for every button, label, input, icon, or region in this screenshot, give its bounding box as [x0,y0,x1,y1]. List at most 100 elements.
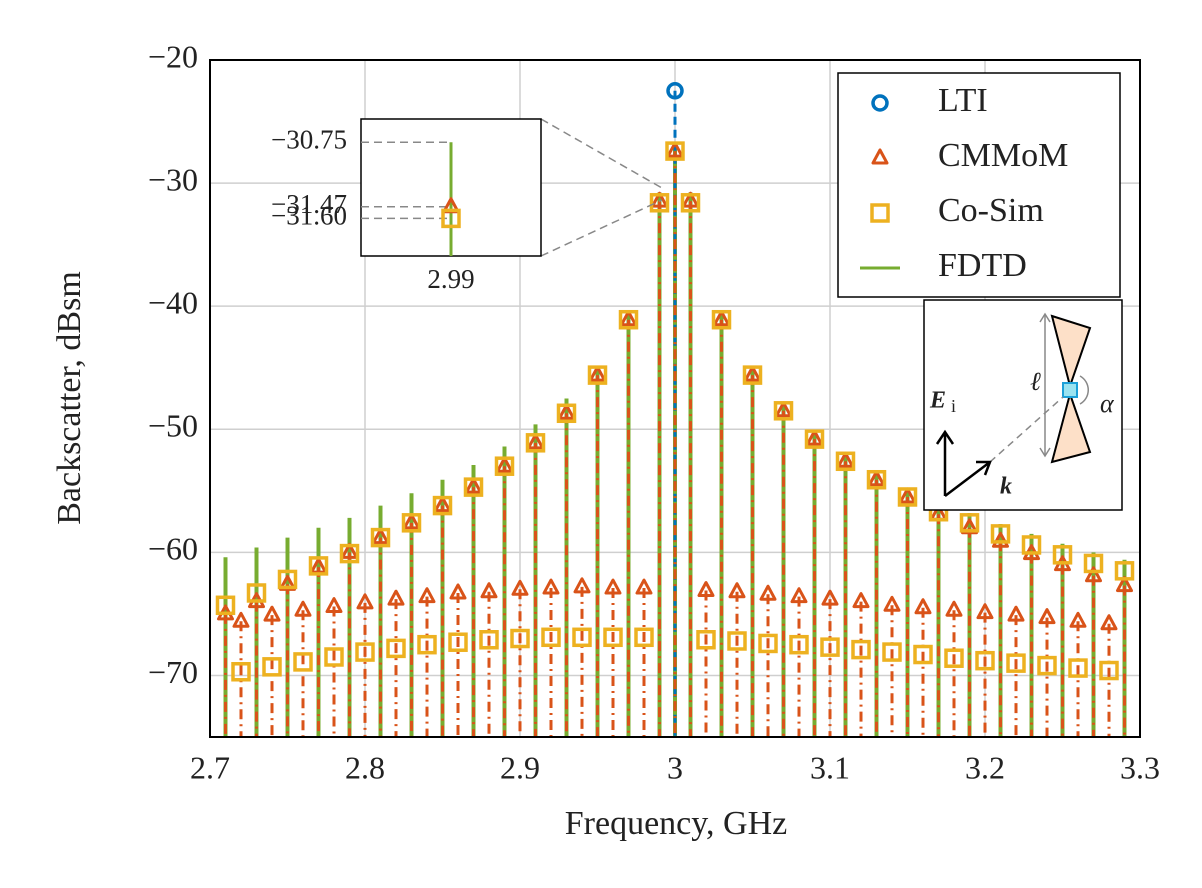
marker-square [649,193,670,213]
marker-square [882,642,902,662]
marker-square [897,487,918,507]
marker-triangle [604,578,622,595]
marker-square [417,634,437,655]
marker-triangle [728,582,746,599]
y-tick-label: −20 [148,38,198,74]
length-label: ℓ [1030,367,1041,396]
marker-triangle [372,528,389,545]
marker-triangle [480,582,498,599]
marker-triangle [821,589,839,606]
marker-square [1083,553,1104,574]
marker-square [742,365,763,385]
marker-square [324,647,344,667]
marker-square [339,543,360,564]
marker-triangle [434,496,451,513]
marker-triangle [651,191,668,208]
marker-triangle [418,587,436,604]
y-tick-label: −40 [148,285,198,321]
marker-square [572,627,592,648]
marker-circle [871,94,889,112]
angle-label: α [1100,389,1115,418]
inset: −30.75 −31.47−31.60 2.99 [271,118,542,294]
marker-square [727,631,747,651]
y-tick-label: −60 [148,531,198,567]
marker-triangle [1069,611,1087,628]
x-tick-label: 2.8 [345,749,385,785]
marker-triangle [341,542,358,559]
marker-triangle [232,611,250,628]
marker-square [711,309,732,330]
marker-triangle [790,587,808,604]
incidence-line [989,396,1064,463]
marker-square [448,632,468,652]
marker-triangle [682,191,699,208]
marker-square [432,495,453,516]
zoom-lines [540,118,663,257]
marker-triangle [852,592,870,609]
marker-triangle [945,600,963,617]
marker-square [835,451,856,472]
plot-area [215,82,1135,737]
axes-frame [209,59,1141,738]
marker-circle [666,82,684,100]
marker-square [820,637,840,657]
marker-square [634,627,654,648]
inset-y-tick-label: −31.47 [271,189,347,219]
marker-triangle [403,513,420,530]
marker-square [1006,653,1026,673]
marker-square [990,524,1011,544]
marker-square [603,627,623,648]
marker-square [494,456,515,476]
marker-triangle [1116,576,1133,593]
marker-square [262,657,282,677]
marker-square [789,634,809,655]
marker-square [463,477,484,497]
marker-triangle [666,141,684,158]
field-arrow [935,429,955,496]
marker-triangle [871,148,889,165]
inset-y-tick-label: −31.60 [271,201,347,231]
marker-square [618,309,639,330]
zoom-line [540,199,663,257]
x-tick-label: 3.3 [1120,749,1160,785]
y-tick-label: −70 [148,654,198,690]
antenna-arm [1050,314,1092,390]
inset-x-tick-label: 2.99 [427,264,474,294]
marker-square [866,469,887,490]
inset-y-tick-label: −30.75 [271,124,347,154]
marker-triangle [744,365,761,382]
diagram-frame [923,299,1123,511]
marker-square [959,513,980,533]
marker-triangle [1085,566,1102,583]
field-subscript: i [951,396,956,416]
marker-square [1114,561,1135,581]
marker-square [441,208,461,229]
marker-triangle [496,456,513,473]
marker-triangle [806,429,823,446]
length-arrows [1039,312,1051,458]
marker-square [525,433,546,453]
marker-triangle [759,584,777,601]
legend-label: Co-Sim [938,192,1044,229]
y-tick-label: −30 [148,161,198,197]
marker-square [758,633,778,654]
marker-square [479,630,499,650]
marker-triangle [868,470,885,487]
antenna-port [1062,382,1078,398]
marker-square [665,141,685,161]
marker-triangle [914,598,932,615]
y-tick-label: −50 [148,408,198,444]
marker-square [696,630,716,650]
field-label: E [929,388,946,414]
marker-square [370,527,391,548]
marker-square [913,644,933,665]
marker-triangle [589,365,606,382]
marker-square [870,203,890,223]
marker-square [680,193,701,213]
marker-triangle [542,578,560,595]
wave-arrow [944,460,992,497]
x-tick-label: 3.1 [810,749,850,785]
marker-triangle [325,597,343,614]
marker-square [804,429,825,449]
marker-triangle [465,477,482,494]
